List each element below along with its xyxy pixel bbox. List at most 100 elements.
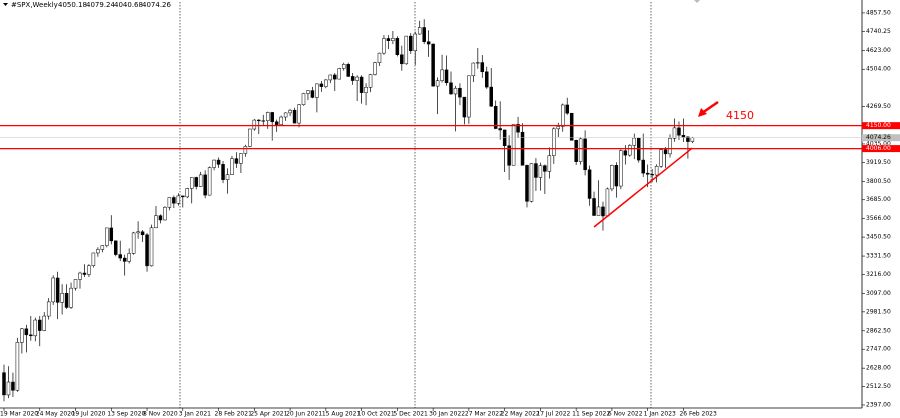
candle-body (310, 90, 315, 98)
y-tick-label: 4035.00 (866, 140, 891, 147)
candle-body (333, 74, 337, 80)
candle-body (274, 121, 279, 125)
y-tick-label: 2397.00 (866, 401, 891, 408)
candle-body (489, 86, 493, 107)
candle-body (592, 198, 596, 216)
y-tick-label: 2628.00 (866, 365, 891, 372)
candle-body (507, 145, 511, 166)
candle-body (654, 166, 659, 176)
candle-body (417, 27, 422, 35)
candle-body (382, 38, 386, 54)
y-tick-label: 3800.50 (866, 178, 891, 185)
candle-body (565, 104, 569, 114)
candle-body (265, 112, 270, 121)
candle-body (529, 163, 534, 202)
candle-body (645, 172, 650, 175)
current-price-label: 4074.26 (866, 134, 891, 141)
menu-triangle[interactable] (3, 3, 8, 6)
x-tick-label: 10 Oct 2021 (358, 411, 395, 418)
candle-body (632, 137, 637, 146)
y-tick-label: 4857.50 (866, 9, 891, 16)
candle-body (440, 69, 444, 81)
title-value: 4079.24 (86, 1, 115, 9)
candle-body (458, 87, 462, 98)
candle-body (628, 145, 632, 156)
candle-body (525, 165, 529, 202)
title-value: 4050.18 (58, 1, 87, 9)
candle-body (257, 119, 261, 122)
candle-body (96, 249, 100, 254)
y-tick-label: 2862.50 (866, 327, 891, 334)
candle-body (20, 328, 24, 343)
candle-body (400, 54, 404, 65)
chart-title: #SPX,Weekly (11, 1, 58, 9)
candle-body (149, 227, 154, 267)
candle-body (368, 74, 373, 88)
candle-body (543, 165, 547, 172)
candle-body (516, 124, 520, 133)
x-tick-label: 6 Nov 2022 (608, 411, 643, 418)
candle-body (64, 293, 69, 308)
candle-body (319, 83, 324, 87)
candle-body (288, 109, 292, 114)
candle-body (221, 164, 225, 180)
level-price-box (862, 122, 900, 130)
candle-body (444, 69, 449, 84)
candle-body (301, 93, 306, 106)
candle-body (578, 138, 583, 162)
candle-body (493, 105, 498, 129)
candle-body (485, 71, 489, 88)
candle-body (359, 76, 364, 93)
x-tick-label: 15 Aug 2021 (322, 411, 361, 418)
candle-body (167, 197, 172, 208)
candle-body (158, 215, 163, 221)
candle-body (154, 215, 158, 229)
candle-body (51, 277, 55, 303)
candle-body (583, 138, 587, 171)
x-tick-label: 13 Sep 2020 (107, 411, 145, 418)
candle-body (6, 381, 11, 396)
candle-body (163, 206, 167, 221)
y-tick-label: 3331.50 (866, 253, 891, 260)
candle-body (261, 120, 266, 122)
x-tick-label: 19 Mar 2020 (0, 411, 38, 418)
x-tick-label: 1 Jan 2023 (644, 411, 676, 418)
candle-body (87, 265, 91, 275)
candle-body (270, 112, 274, 123)
annotation-arrow (701, 100, 719, 115)
candle-body (547, 155, 552, 172)
candle-body (619, 150, 623, 187)
candle-body (413, 33, 417, 52)
candle-body (292, 109, 297, 124)
candle-body (252, 119, 257, 130)
candle-body (69, 287, 73, 308)
candle-body (623, 150, 628, 156)
candle-body (239, 153, 243, 164)
level-price-label: 4006.00 (866, 145, 891, 152)
x-tick-label: 11 Sep 2022 (572, 411, 610, 418)
current-price-box (862, 134, 900, 142)
candle-body (82, 272, 87, 275)
candle-body (561, 104, 565, 127)
candle-body (189, 177, 194, 189)
x-tick-label: 3 Jan 2021 (179, 411, 211, 418)
candle-body (203, 174, 207, 196)
candle-body (534, 163, 538, 178)
candle-body (511, 124, 516, 166)
level-price-label: 4150.00 (866, 122, 891, 129)
candle-body (601, 206, 605, 217)
x-tick-label: 25 Apr 2021 (250, 411, 287, 418)
candle-body (467, 75, 471, 118)
x-tick-label: 30 Jan 2022 (429, 411, 465, 418)
candle-body (225, 174, 230, 180)
candle-body (373, 62, 377, 75)
candle-body (60, 293, 64, 303)
candle-body (243, 146, 248, 154)
candle-body (297, 104, 301, 124)
candle-body (346, 64, 350, 77)
x-tick-label: 17 Jul 2022 (536, 411, 570, 418)
candle-body (46, 301, 51, 317)
trendline (593, 147, 693, 228)
candle-body (73, 279, 78, 289)
